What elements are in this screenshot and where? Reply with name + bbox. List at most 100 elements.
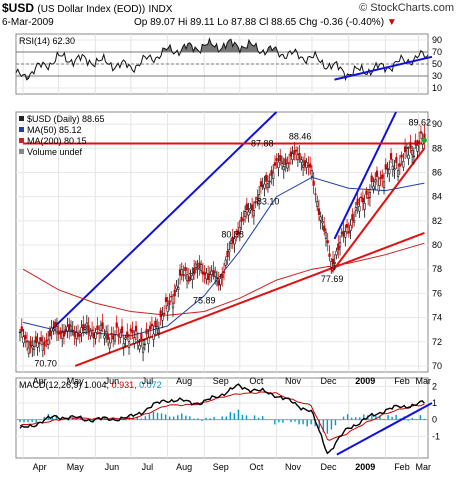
price-candle [319, 211, 322, 230]
price-annotation: 70.70 [34, 358, 57, 368]
price-candle [259, 177, 263, 194]
price-candle [374, 172, 377, 191]
price-candle [353, 211, 356, 227]
candle-body [110, 332, 113, 335]
price-candle [192, 259, 196, 280]
candle-body [217, 280, 220, 286]
price-candle [384, 158, 387, 174]
price-candle [333, 254, 336, 271]
candle-body [127, 341, 131, 348]
price-trendline-red [74, 231, 425, 367]
price-candle [24, 331, 27, 348]
price-candle [78, 329, 81, 344]
candle-body [411, 150, 414, 156]
candle-body [76, 333, 80, 337]
candle-body [83, 327, 87, 330]
price-candle [187, 267, 190, 285]
candle-body [300, 159, 303, 163]
price-candle [105, 325, 108, 343]
candle-body [340, 232, 343, 234]
candle-body [78, 334, 81, 337]
candle-body [233, 238, 236, 245]
candle-body [98, 332, 101, 334]
candle-body [224, 259, 227, 266]
price-candle [170, 291, 173, 303]
rsi-tick-label: 50 [432, 59, 442, 69]
candle-body [416, 144, 419, 152]
price-candle [266, 175, 270, 193]
candle-body [187, 276, 190, 282]
price-candle [154, 317, 157, 336]
macd-tick-label: 2 [432, 381, 437, 391]
candle-body [303, 160, 306, 167]
price-candle [38, 337, 41, 353]
candle-body [92, 333, 95, 339]
close-value: Cl 88.65 [258, 17, 297, 28]
candle-body [381, 174, 384, 179]
price-candle [32, 340, 36, 357]
price-candle [20, 318, 23, 339]
price-candle [287, 153, 291, 172]
price-candle [407, 146, 410, 166]
candle-body [38, 342, 41, 345]
price-candle [184, 262, 187, 280]
candle-body [94, 331, 97, 339]
price-candle [251, 197, 254, 219]
price-candle [386, 162, 389, 178]
price-candle [280, 155, 284, 170]
price-candle [402, 153, 405, 172]
candle-body [122, 343, 125, 348]
candle-body [47, 339, 50, 345]
candle-body [333, 262, 336, 264]
price-candle [27, 340, 30, 358]
candle-body [356, 198, 359, 206]
price-x-tick-label: Oct [249, 376, 264, 386]
price-candle [279, 149, 282, 166]
price-tick-label: 86 [432, 167, 442, 177]
price-candle [226, 243, 229, 265]
candle-body [48, 329, 51, 337]
price-candle [163, 305, 166, 317]
change-value: Chg -0.36 (-0.40%) [298, 17, 385, 28]
price-candle [47, 331, 50, 350]
price-candle [312, 171, 315, 194]
candle-body [412, 155, 415, 158]
candle-body [105, 331, 108, 335]
price-candle [398, 155, 401, 175]
price-candle [22, 328, 25, 348]
price-candle [145, 322, 148, 340]
candle-body [407, 154, 410, 160]
candle-body [31, 345, 34, 349]
candle-body [368, 192, 372, 198]
candle-body [89, 330, 92, 337]
price-candle [272, 164, 275, 187]
price-candle [294, 146, 298, 161]
price-candle [242, 210, 245, 226]
price-candle [194, 260, 197, 274]
price-x-tick-label: Mar [416, 376, 432, 386]
candle-body [268, 180, 271, 183]
price-candle [273, 155, 277, 170]
price-candle [275, 153, 278, 169]
candle-body [309, 163, 312, 168]
macd-tick-label: -1 [432, 431, 440, 441]
price-candle [335, 247, 338, 260]
candle-body [314, 193, 317, 195]
candle-body [27, 347, 30, 354]
stockcharts-logo: © StockCharts.com [359, 2, 454, 14]
price-candle [18, 329, 22, 342]
candle-body [203, 271, 206, 275]
candle-body [101, 322, 104, 329]
candle-body [62, 330, 66, 337]
ohlc-readout: Op 89.07 Hi 89.11 Lo 87.88 Cl 88.65 Chg … [134, 17, 397, 28]
price-x-tick-label: Jul [142, 376, 154, 386]
candle-body [175, 285, 178, 290]
price-candle [101, 313, 104, 333]
price-candle [277, 153, 280, 177]
candle-body [266, 183, 270, 189]
candle-body [280, 161, 284, 164]
price-candle [200, 260, 203, 274]
change-arrow-icon: ▼ [386, 17, 397, 28]
macd-x-tick-label: Dec [321, 462, 338, 472]
macd-x-tick-label: Mar [416, 462, 432, 472]
